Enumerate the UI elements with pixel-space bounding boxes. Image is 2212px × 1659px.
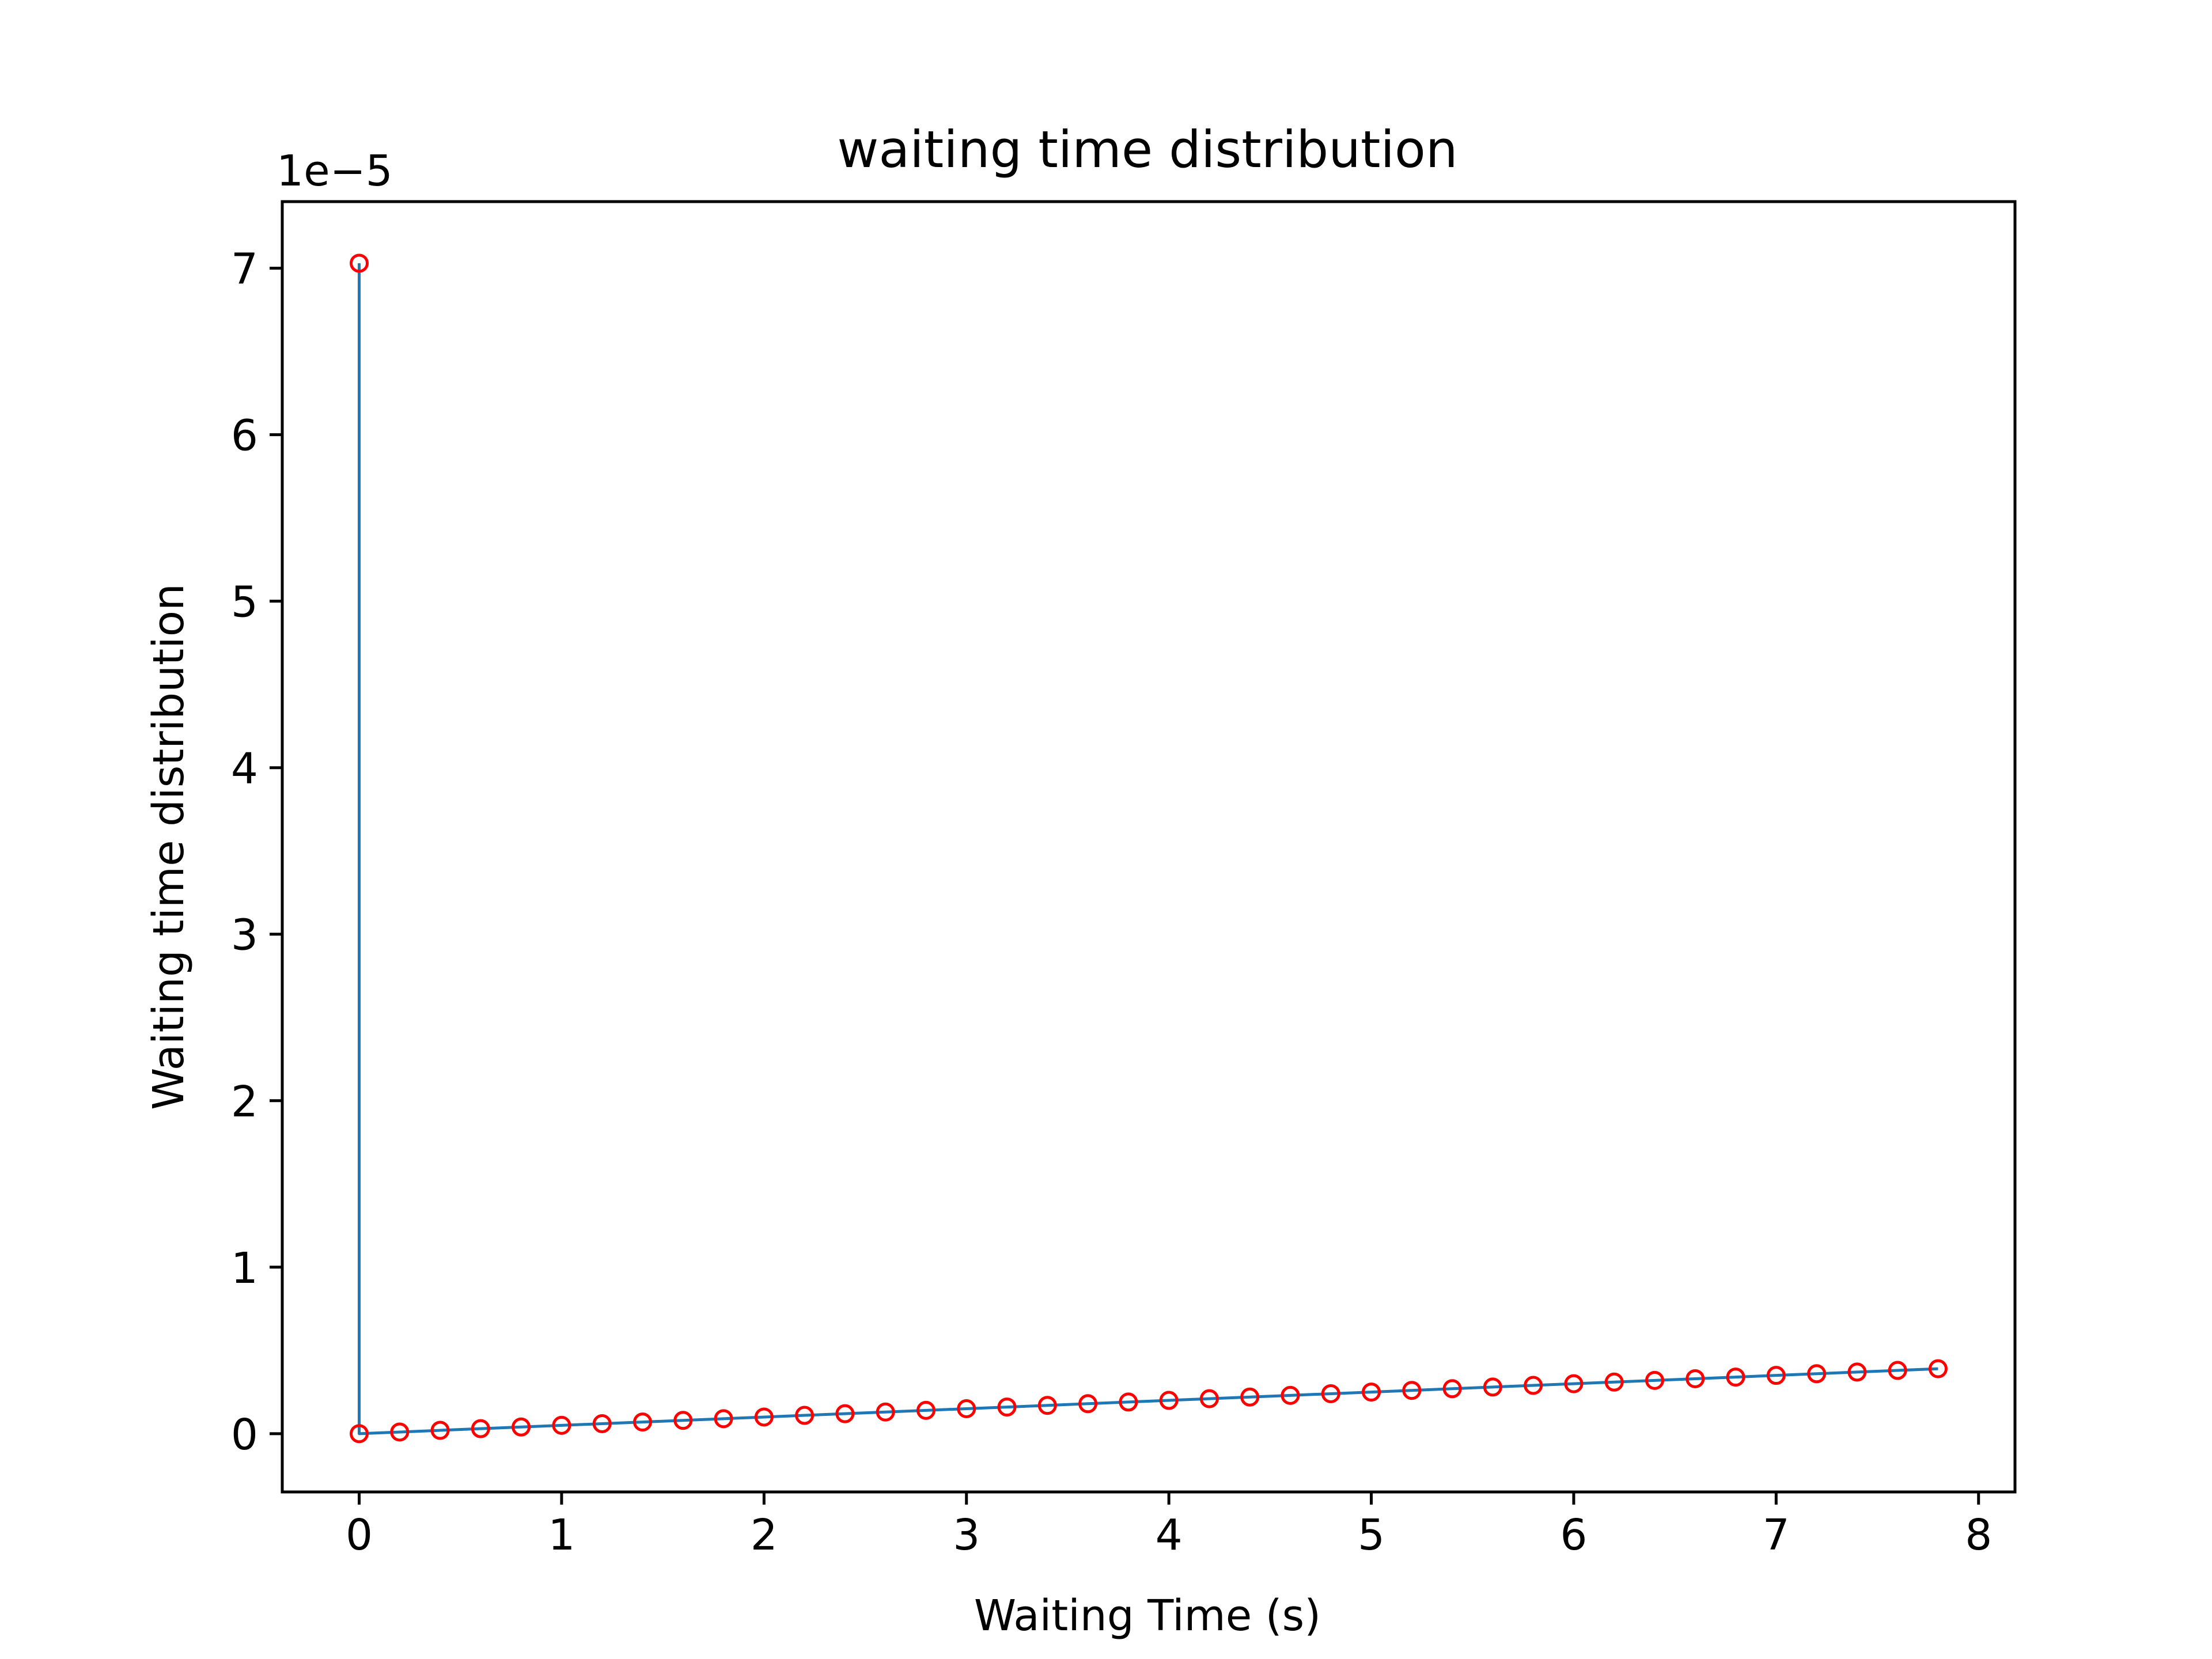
data-point — [1564, 1374, 1584, 1393]
data-point — [390, 1422, 410, 1442]
data-point — [1159, 1391, 1179, 1410]
y-tick-label: 0 — [231, 1410, 258, 1460]
x-tick-label: 3 — [953, 1510, 980, 1560]
data-point — [430, 1421, 450, 1440]
data-point — [714, 1409, 733, 1429]
x-tick-label: 1 — [548, 1510, 575, 1560]
data-point — [1240, 1387, 1260, 1407]
y-tick-label: 2 — [231, 1077, 258, 1127]
data-point — [1078, 1394, 1098, 1414]
y-tick-label: 6 — [231, 411, 258, 461]
y-axis-offset-label: 1e−5 — [276, 146, 393, 196]
y-tick-label: 4 — [231, 744, 258, 794]
data-point — [1402, 1381, 1422, 1400]
data-point — [1928, 1359, 1948, 1378]
tick-layer: 0 1 2 3 4 5 6 7 8 0 1 2 3 4 5 6 7 — [231, 245, 1992, 1560]
x-tick-label: 4 — [1156, 1510, 1183, 1560]
chart-title: waiting time distribution — [837, 120, 1457, 179]
x-tick-label: 7 — [1763, 1510, 1790, 1560]
data-point — [592, 1414, 612, 1433]
data-point — [795, 1406, 815, 1425]
x-tick-label: 2 — [751, 1510, 778, 1560]
data-point — [1524, 1376, 1543, 1395]
y-tick-label: 7 — [231, 245, 258, 294]
data-point — [512, 1417, 531, 1437]
data-point — [350, 1424, 369, 1444]
data-layer — [350, 253, 1948, 1444]
data-point — [1281, 1385, 1300, 1405]
x-tick-label: 5 — [1358, 1510, 1385, 1560]
data-point — [1119, 1392, 1138, 1412]
plot-area-frame — [281, 200, 2017, 1494]
data-point — [957, 1399, 976, 1418]
data-point — [673, 1411, 693, 1430]
y-tick-label: 3 — [231, 911, 258, 960]
y-tick-label: 5 — [231, 578, 258, 627]
data-point — [1766, 1366, 1786, 1385]
series-line — [358, 263, 1938, 1435]
data-point — [552, 1415, 571, 1435]
data-point — [1321, 1384, 1340, 1403]
data-point — [1807, 1364, 1827, 1384]
data-point — [754, 1407, 774, 1427]
x-axis-label: Waiting Time (s) — [974, 1591, 1321, 1641]
data-point — [1726, 1368, 1745, 1387]
data-point — [1442, 1379, 1462, 1399]
data-point — [471, 1419, 490, 1438]
data-point — [835, 1404, 855, 1423]
data-point — [1847, 1362, 1867, 1382]
data-point — [1645, 1370, 1664, 1390]
data-point — [1037, 1396, 1057, 1415]
data-point — [1604, 1372, 1624, 1392]
data-point — [1888, 1361, 1907, 1380]
data-point — [350, 253, 369, 273]
x-tick-label: 8 — [1965, 1510, 1992, 1560]
y-axis-label: Waiting time distribution — [144, 584, 194, 1110]
data-point — [1685, 1369, 1705, 1388]
x-tick-label: 0 — [346, 1510, 373, 1560]
data-point — [1362, 1382, 1381, 1402]
x-tick-label: 6 — [1560, 1510, 1587, 1560]
data-point — [1483, 1377, 1502, 1397]
y-tick-label: 1 — [231, 1244, 258, 1293]
data-point — [997, 1397, 1017, 1417]
data-point — [633, 1412, 652, 1432]
data-point — [916, 1400, 935, 1420]
data-point — [876, 1402, 895, 1422]
data-point — [1199, 1389, 1219, 1408]
